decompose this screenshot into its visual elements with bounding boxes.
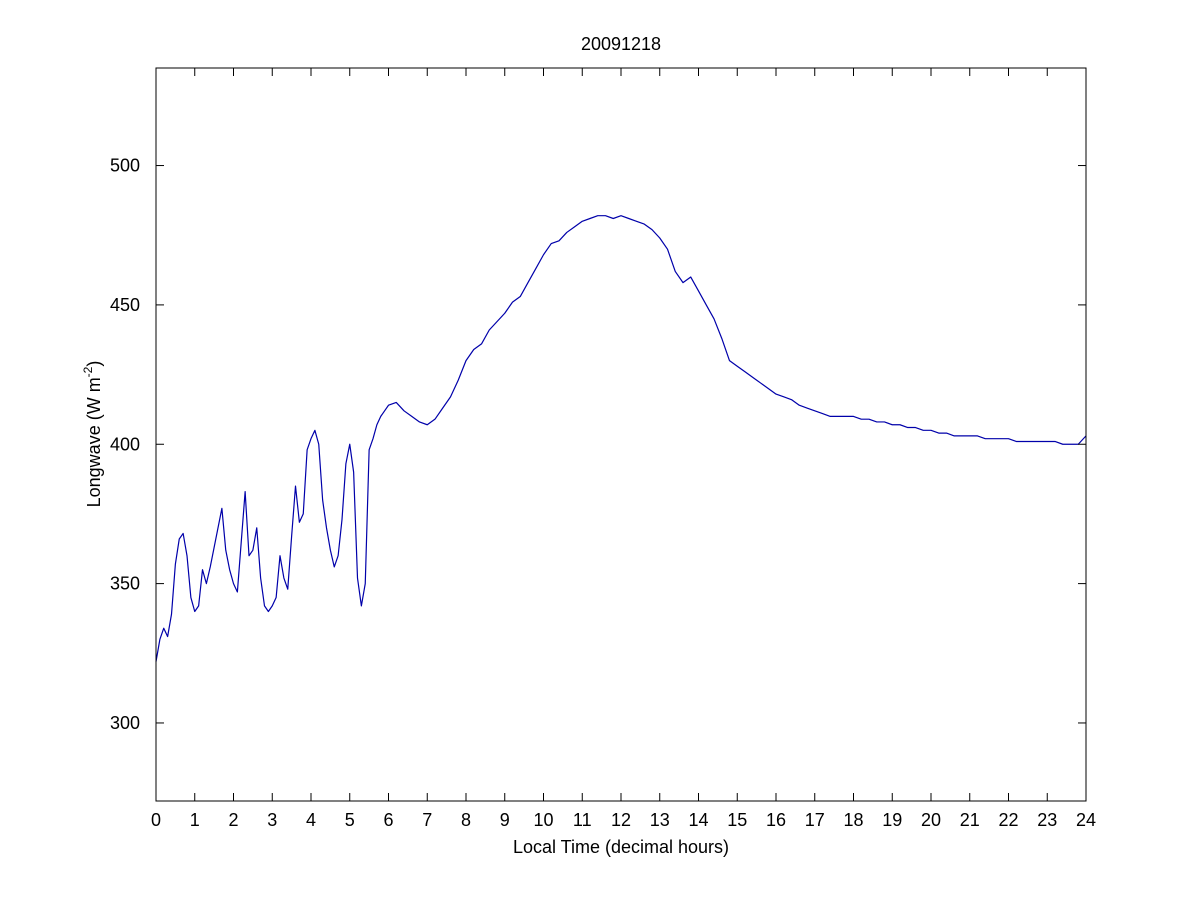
- x-tick-label: 23: [1037, 810, 1057, 830]
- x-tick-label: 13: [650, 810, 670, 830]
- y-tick-label: 350: [110, 574, 140, 594]
- x-tick-label: 16: [766, 810, 786, 830]
- x-tick-label: 20: [921, 810, 941, 830]
- x-tick-label: 22: [998, 810, 1018, 830]
- y-axis-label-main: Longwave (W m: [84, 377, 104, 507]
- x-tick-label: 3: [267, 810, 277, 830]
- y-axis-label-superscript: -2: [81, 366, 95, 377]
- x-tick-label: 21: [960, 810, 980, 830]
- series-layer: [155, 215, 1087, 662]
- x-tick-label: 15: [727, 810, 747, 830]
- series-line: [155, 215, 1087, 662]
- x-tick-label: 5: [345, 810, 355, 830]
- x-axis-ticks: 0 1 2 3 4 5 6 7 8 9 10 11 12 13 14 15 16 17 18 19 20 21 22 23 24: [151, 68, 1096, 830]
- x-tick-label: 7: [422, 810, 432, 830]
- x-tick-label: 18: [843, 810, 863, 830]
- x-tick-label: 9: [500, 810, 510, 830]
- x-tick-label: 11: [573, 810, 592, 830]
- x-axis-label: Local Time (decimal hours): [513, 837, 729, 857]
- x-tick-label: 17: [805, 810, 825, 830]
- y-axis-ticks: 300 350 400 450 500: [110, 156, 1086, 733]
- x-tick-label: 6: [383, 810, 393, 830]
- x-tick-label: 1: [190, 810, 200, 830]
- x-tick-label: 10: [533, 810, 553, 830]
- y-axis-label-close: ): [84, 361, 104, 367]
- chart-title: 20091218: [581, 34, 661, 54]
- x-tick-label: 14: [688, 810, 708, 830]
- x-tick-label: 2: [228, 810, 238, 830]
- x-tick-label: 12: [611, 810, 631, 830]
- plot-background: [156, 68, 1086, 801]
- y-tick-label: 500: [110, 156, 140, 176]
- x-tick-label: 19: [882, 810, 902, 830]
- y-tick-label: 300: [110, 713, 140, 733]
- x-tick-label: 4: [306, 810, 316, 830]
- y-tick-label: 400: [110, 434, 140, 454]
- y-axis-label: Longwave (W m-2): [81, 361, 104, 508]
- x-tick-label: 8: [461, 810, 471, 830]
- x-tick-label: 0: [151, 810, 161, 830]
- y-tick-label: 450: [110, 295, 140, 315]
- x-tick-label: 24: [1076, 810, 1096, 830]
